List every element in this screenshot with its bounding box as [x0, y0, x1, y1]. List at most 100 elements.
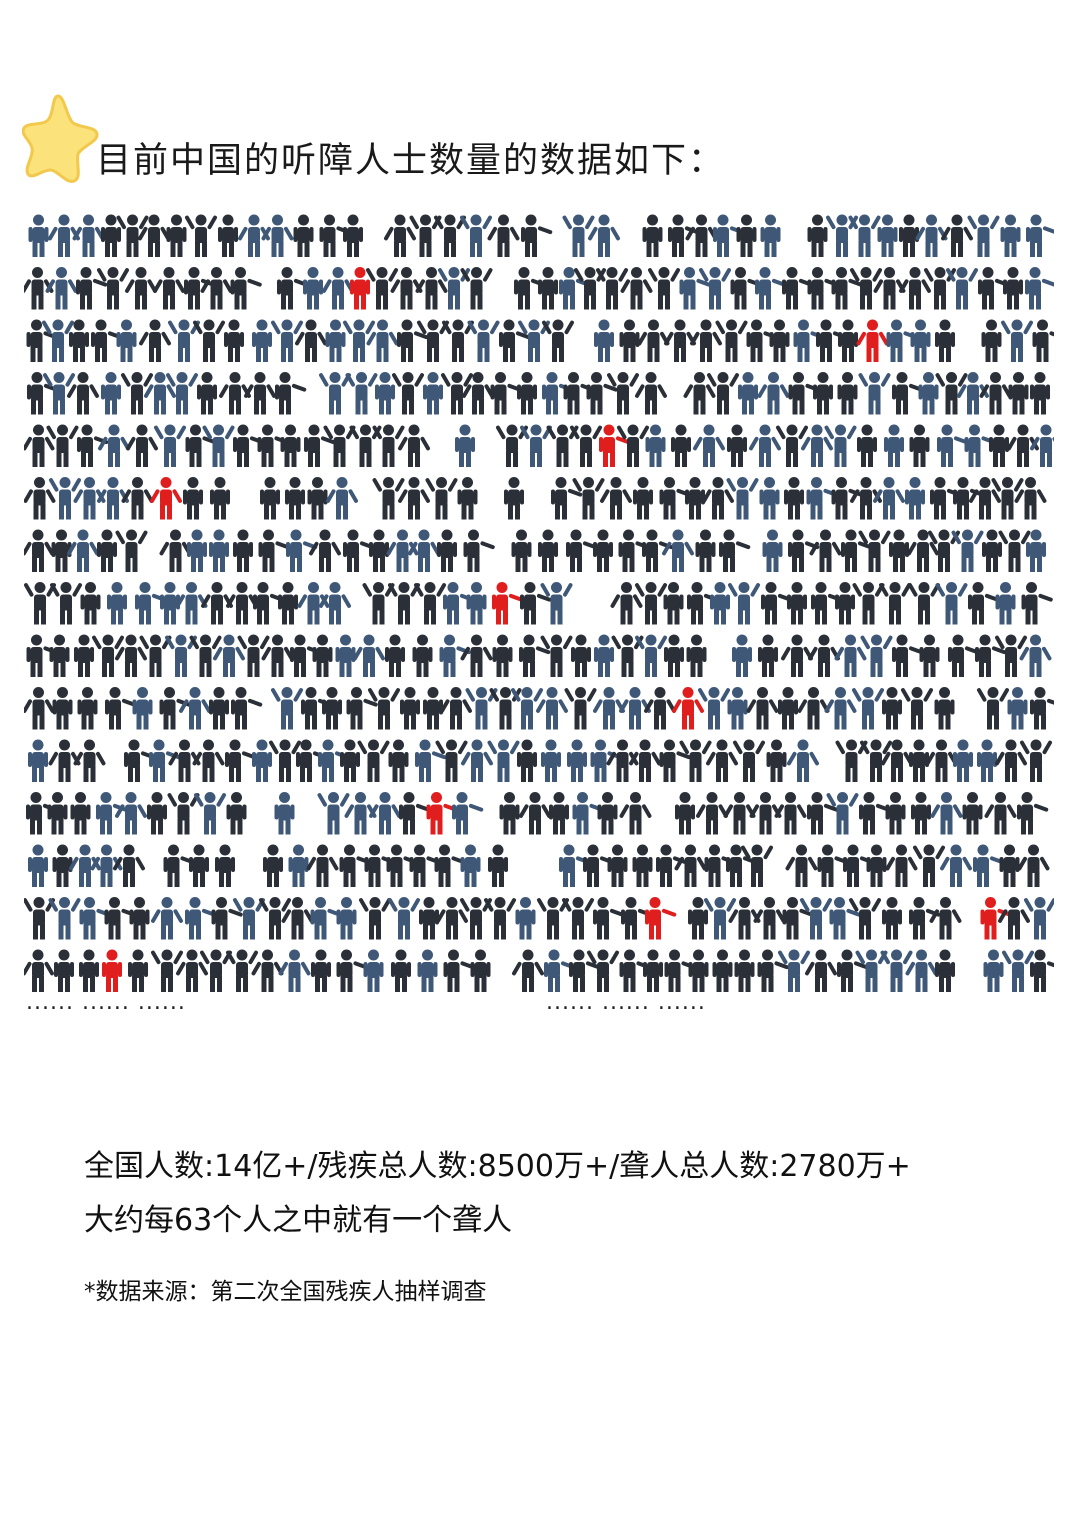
person-icon	[470, 949, 491, 992]
person-icon	[372, 424, 405, 467]
person-icon	[74, 634, 94, 677]
person-icon	[758, 634, 778, 677]
person-icon	[671, 424, 691, 467]
person-icon	[905, 477, 925, 520]
person-icon	[184, 214, 217, 257]
person-icon	[574, 267, 606, 310]
person-icon	[365, 267, 398, 310]
person-icon	[135, 582, 167, 625]
person-icon	[167, 792, 200, 835]
person-icon	[126, 424, 158, 467]
person-icon	[719, 529, 751, 572]
person-icon	[28, 739, 48, 782]
person-icon	[645, 424, 666, 467]
person-icon	[857, 424, 877, 467]
person-icon	[588, 214, 620, 257]
person-icon	[892, 634, 924, 677]
person-icon	[349, 424, 382, 467]
person-icon	[423, 687, 443, 730]
person-icon	[542, 319, 574, 362]
person-icon	[769, 319, 790, 362]
person-icon	[787, 739, 819, 782]
person-icon	[225, 739, 257, 782]
person-icon	[648, 267, 680, 310]
person-icon	[466, 582, 487, 625]
person-icon	[835, 739, 868, 782]
person-icon	[252, 319, 272, 362]
person-icon	[209, 687, 229, 730]
person-icon	[115, 529, 148, 572]
person-icon	[760, 214, 781, 257]
person-icon	[571, 634, 591, 677]
person-icon	[218, 214, 238, 257]
person-icon	[811, 582, 843, 625]
person-icon	[635, 634, 667, 677]
person-icon	[695, 529, 716, 572]
person-icon	[1026, 214, 1054, 257]
person-icon	[787, 582, 807, 625]
person-icon	[269, 739, 301, 782]
person-icon	[935, 582, 968, 625]
person-icon	[69, 319, 89, 362]
person-icon	[467, 319, 500, 362]
person-icon	[27, 372, 59, 415]
person-icon	[121, 372, 153, 415]
person-icon	[998, 897, 1030, 940]
person-icon	[730, 267, 762, 310]
person-icon	[504, 477, 524, 520]
person-icon	[733, 739, 765, 782]
person-icon	[837, 372, 858, 415]
person-icon	[263, 844, 283, 887]
person-icon	[934, 687, 955, 730]
person-icon	[175, 582, 208, 625]
person-icon	[788, 372, 820, 415]
person-icon	[702, 477, 734, 520]
person-icon	[511, 529, 532, 572]
person-icon	[499, 319, 531, 362]
person-icon	[271, 687, 303, 730]
person-icon	[399, 792, 431, 835]
person-icon	[280, 424, 301, 467]
person-icon	[910, 319, 931, 362]
person-icon	[28, 844, 48, 887]
person-icon	[285, 477, 305, 520]
person-icon	[736, 214, 757, 257]
person-icon	[116, 214, 149, 257]
person-icon	[607, 844, 628, 887]
person-icon	[154, 424, 186, 467]
person-icon	[489, 687, 522, 730]
person-icon	[519, 792, 551, 835]
person-icon	[197, 372, 217, 415]
person-icon	[24, 582, 56, 625]
person-icon	[837, 949, 869, 992]
person-icon	[366, 319, 399, 362]
person-icon	[159, 529, 192, 572]
person-icon	[643, 949, 663, 992]
person-icon	[880, 949, 913, 992]
person-icon	[461, 739, 493, 782]
person-icon	[1030, 687, 1054, 730]
person-icon	[415, 267, 448, 310]
person-icon	[79, 897, 111, 940]
person-icon	[858, 529, 891, 572]
person-icon	[307, 477, 328, 520]
person-icon	[659, 477, 691, 520]
person-icon	[860, 634, 893, 677]
person-icon	[759, 477, 780, 520]
person-icon	[809, 529, 842, 572]
person-icon	[460, 267, 493, 310]
person-icon	[899, 267, 931, 310]
person-icon	[210, 477, 230, 520]
person-icon	[674, 844, 707, 887]
person-icon	[388, 897, 420, 940]
person-icon	[807, 792, 839, 835]
person-icon	[693, 424, 725, 467]
person-icon	[852, 582, 885, 625]
person-icon	[813, 372, 833, 415]
person-icon	[642, 214, 663, 257]
person-icon	[359, 897, 391, 940]
person-icon	[831, 267, 863, 310]
person-icon	[79, 949, 99, 992]
person-icon	[715, 319, 748, 362]
person-icon	[774, 792, 807, 835]
